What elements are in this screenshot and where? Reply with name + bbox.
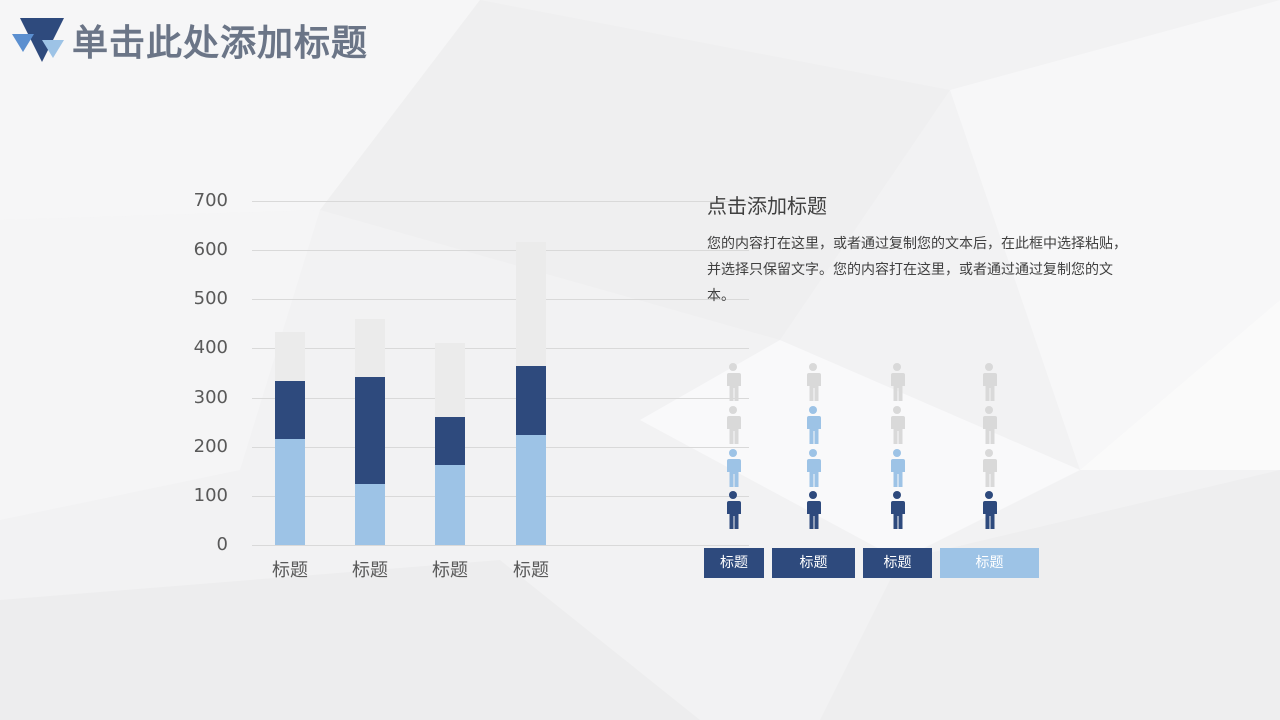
logo-triangles-icon bbox=[12, 18, 64, 62]
gridline bbox=[252, 446, 749, 448]
person-icon bbox=[889, 406, 905, 444]
gridline bbox=[252, 201, 749, 202]
section-body-text: 您的内容打在这里，或者通过复制您的文本后，在此框中选择粘贴，并选择只保留文字。您… bbox=[707, 236, 1127, 304]
y-tick-label: 700 bbox=[193, 190, 228, 211]
y-tick-label: 0 bbox=[216, 534, 228, 555]
bar-segment bbox=[435, 464, 465, 545]
person-icon bbox=[889, 491, 905, 529]
bar-segment bbox=[355, 376, 385, 485]
person-icon bbox=[981, 491, 997, 529]
y-tick-label: 100 bbox=[193, 484, 228, 506]
stacked-bar-chart: 700 600 500 400 300 200 100 0 标题 标题 标题 标题 bbox=[180, 180, 749, 600]
gridline bbox=[252, 348, 749, 350]
person-icon bbox=[981, 449, 997, 487]
person-icon bbox=[725, 363, 741, 401]
bar-segment bbox=[355, 484, 385, 545]
x-tick-label: 标题 bbox=[432, 560, 468, 581]
bar-segment bbox=[275, 331, 305, 381]
pictogram-label: 标题 bbox=[863, 548, 932, 578]
bar-segment bbox=[355, 318, 385, 377]
pictogram-label: 标题 bbox=[704, 548, 764, 578]
page-title: 单击此处添加标题 bbox=[72, 23, 369, 64]
bar-segment bbox=[435, 416, 465, 465]
gridline bbox=[252, 397, 749, 399]
person-icon bbox=[725, 491, 741, 529]
gridline bbox=[252, 545, 749, 546]
x-tick-label: 标题 bbox=[272, 560, 308, 581]
x-tick-label: 标题 bbox=[352, 560, 388, 581]
bar-segment bbox=[516, 434, 546, 545]
y-tick-label: 600 bbox=[193, 239, 228, 261]
bar-segment bbox=[435, 343, 465, 417]
bar-segment bbox=[516, 241, 546, 367]
person-icon bbox=[805, 449, 821, 487]
gridline bbox=[252, 495, 749, 497]
person-icon bbox=[805, 491, 821, 529]
person-icon bbox=[805, 363, 821, 401]
person-icon bbox=[981, 406, 997, 444]
bar-segment bbox=[516, 366, 546, 435]
person-icon bbox=[889, 363, 905, 401]
person-icon bbox=[981, 363, 997, 401]
pictogram-label: 标题 bbox=[940, 548, 1039, 578]
person-icon bbox=[805, 406, 821, 444]
bar-segment bbox=[275, 438, 305, 545]
y-tick-label: 500 bbox=[193, 288, 228, 310]
person-icon bbox=[725, 449, 741, 487]
y-tick-label: 400 bbox=[193, 337, 228, 359]
x-tick-label: 标题 bbox=[513, 560, 549, 581]
person-icon bbox=[725, 406, 741, 444]
pictogram-label: 标题 bbox=[772, 548, 855, 578]
gridline bbox=[252, 250, 749, 252]
section-title: 点击添加标题 bbox=[707, 194, 827, 218]
y-tick-label: 300 bbox=[193, 386, 228, 408]
y-tick-label: 200 bbox=[193, 435, 228, 457]
bar-segment bbox=[275, 380, 305, 439]
gridline bbox=[252, 299, 749, 301]
person-icon bbox=[889, 449, 905, 487]
